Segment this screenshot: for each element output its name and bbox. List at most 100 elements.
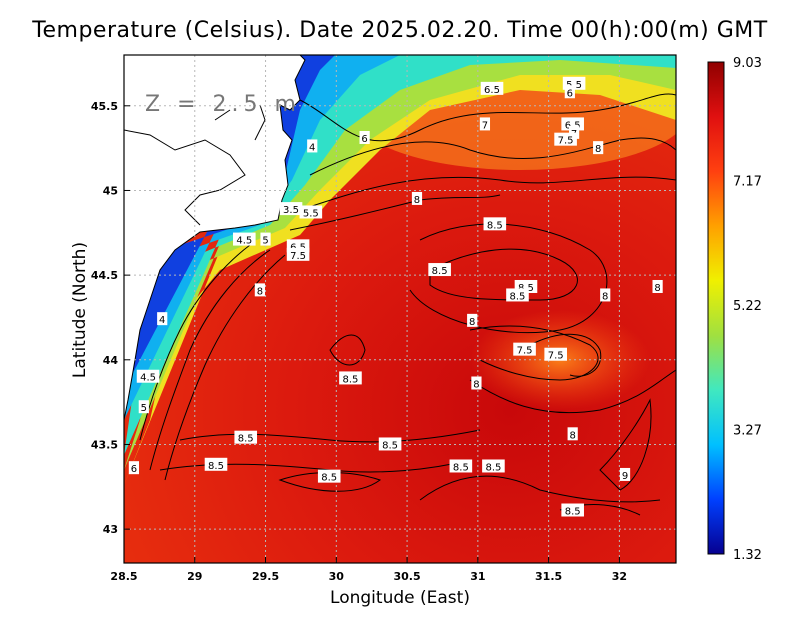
contour-label-bg	[411, 191, 423, 205]
contour-label: 3.5	[283, 205, 299, 216]
contour-label: 7.5	[290, 251, 306, 262]
contour-label-bg	[279, 202, 303, 216]
contour-label: 8.5	[382, 440, 398, 451]
contour-label-bg	[286, 247, 310, 261]
contour-label-bg	[254, 283, 265, 297]
contour-label: 8.5	[238, 434, 254, 445]
contour-label: 8.5	[485, 462, 501, 473]
contour-label-bg	[480, 81, 504, 95]
colorbar: 9.03 7.17 5.22 3.27 1.32	[707, 56, 762, 563]
contour-label-bg	[619, 467, 631, 481]
contour-label: 8	[257, 286, 263, 297]
contour-label: 6	[361, 134, 367, 145]
contour-label-bg	[652, 279, 663, 293]
contour-label: 8	[473, 380, 479, 391]
contour-label: 8.5	[208, 461, 224, 472]
contour-label-bg	[568, 125, 580, 139]
contour-label: 8.5	[510, 291, 526, 302]
contour-label-bg	[471, 376, 482, 390]
x-tick-label: 28.5	[110, 570, 137, 583]
contour-label: 6	[567, 88, 573, 99]
contour-label-bg	[428, 263, 451, 277]
contour-label-bg	[479, 117, 491, 131]
contour-label: 8	[414, 195, 420, 206]
contour-label-bg	[593, 141, 604, 155]
contour-label: 7.5	[517, 346, 533, 357]
colorbar-tick-label: 9.03	[733, 56, 762, 71]
y-tick-label: 43.5	[91, 438, 118, 451]
contour-label-bg	[233, 232, 256, 246]
contour-label-bg	[378, 437, 402, 451]
contour-label: 8	[654, 283, 660, 294]
contour-label-bg	[482, 459, 505, 473]
contour-label-bg	[128, 461, 140, 475]
colorbar-ticks: 9.03 7.17 5.22 3.27 1.32	[733, 56, 762, 563]
x-tick-label: 31	[470, 570, 485, 583]
contour-label: 5	[262, 236, 268, 247]
contour-label: 9	[622, 471, 628, 482]
x-tick-label: 31.5	[535, 570, 562, 583]
contour-label: 8.5	[432, 266, 448, 277]
y-tick-label: 45	[103, 184, 118, 197]
contour-label: 8.5	[453, 462, 469, 473]
contour-label-bg	[600, 288, 611, 302]
contour-label-bg	[449, 459, 473, 473]
contour-label: 6.5	[484, 85, 500, 96]
depth-label: Z = 2.5 m	[145, 92, 301, 117]
x-axis-label: Longitude (East)	[330, 588, 470, 608]
contour-label-bg	[307, 139, 318, 153]
colorbar-tick-label: 7.17	[733, 175, 762, 190]
contour-label-bg	[359, 130, 370, 144]
contour-label: 8.5	[343, 374, 359, 385]
contour-label-bg	[554, 132, 577, 146]
contour-label: 5	[141, 403, 147, 414]
x-tick-label: 30	[329, 570, 345, 583]
contour-label: 7	[482, 120, 488, 131]
contour-label: 4.5	[236, 236, 252, 247]
contour-label: 8.5	[565, 507, 581, 518]
contour-label-bg	[567, 427, 578, 441]
contour-label: 6	[131, 464, 137, 475]
contour-label-bg	[204, 457, 228, 471]
contour-label-bg	[339, 371, 362, 385]
contour-label: 8	[569, 430, 575, 441]
contour-label-bg	[317, 469, 341, 483]
colorbar-tick-label: 1.32	[733, 548, 762, 563]
x-tick-label: 32	[612, 570, 627, 583]
colorbar-scale	[707, 61, 725, 555]
contour-label-bg	[483, 217, 507, 231]
plot-frame	[123, 54, 677, 564]
contour-label-bg	[544, 347, 567, 361]
contour-label: 8	[602, 291, 608, 302]
contour-label: 7.5	[548, 351, 564, 362]
y-axis-ticks: 45.5 45 44.5 44 43.5 43	[91, 100, 130, 536]
x-axis-ticks: 28.5 29 29.5 30 30.5 31 31.5 32	[110, 557, 627, 583]
contour-label-bg	[467, 313, 478, 327]
contour-label-bg	[138, 400, 149, 414]
y-tick-label: 43	[103, 523, 118, 536]
contour-label-bg	[260, 232, 271, 246]
x-tick-label: 29	[187, 570, 202, 583]
y-axis-label: Latitude (North)	[70, 241, 90, 379]
contour-label-bg	[564, 85, 575, 99]
contour-label: 7.5	[558, 136, 574, 147]
x-tick-label: 30.5	[394, 570, 421, 583]
contour-label: 8	[469, 317, 475, 328]
contour-label: 4	[159, 315, 165, 326]
contour-label: 4.5	[140, 373, 156, 384]
contour-label-bg	[506, 288, 529, 302]
y-tick-label: 44	[103, 354, 119, 367]
y-tick-label: 44.5	[91, 269, 118, 282]
colorbar-tick-label: 5.22	[733, 299, 762, 314]
contour-label-bg	[513, 342, 536, 356]
contour-label: 5.5	[303, 208, 319, 219]
contour-label: 4	[309, 142, 315, 153]
coastline-detail	[124, 104, 266, 226]
y-tick-label: 45.5	[91, 100, 118, 113]
contour-label-bg	[561, 503, 584, 517]
contour-label-bg	[136, 369, 160, 383]
colorbar-tick-label: 3.27	[733, 424, 762, 439]
contour-label: 8.5	[321, 473, 337, 484]
contour-label-bg	[157, 312, 168, 326]
